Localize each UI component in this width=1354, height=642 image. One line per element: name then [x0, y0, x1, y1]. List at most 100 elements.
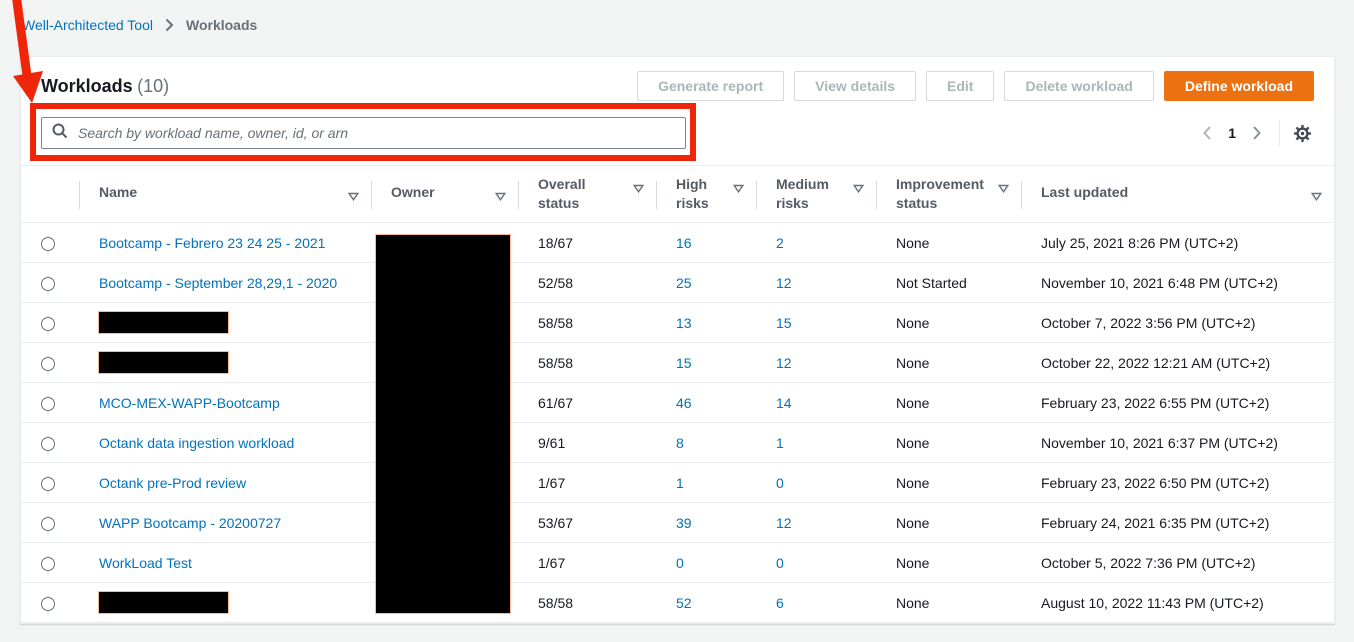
table-row[interactable]: 58/58 52 6 None August 10, 2022 11:43 PM… — [21, 582, 1334, 623]
medium-risks-link[interactable]: 0 — [776, 554, 784, 571]
medium-risks-link[interactable]: 6 — [776, 594, 784, 611]
high-risks-link[interactable]: 15 — [676, 354, 692, 371]
high-risks-link[interactable]: 16 — [676, 234, 692, 251]
column-header-high-risks[interactable]: High risks — [656, 165, 756, 223]
high-risks-link[interactable]: 0 — [676, 554, 684, 571]
breadcrumb-link-well-architected-tool[interactable]: Well-Architected Tool — [22, 17, 153, 33]
column-header-medium-risks[interactable]: Medium risks — [756, 165, 876, 223]
high-risks-link[interactable]: 1 — [676, 474, 684, 491]
column-header-name[interactable]: Name — [79, 165, 371, 223]
table-row[interactable]: WorkLoad Test 1/67 0 0 None October 5, 2… — [21, 542, 1334, 583]
improvement-status-cell: None — [876, 382, 1021, 423]
workload-name-cell: Bootcamp - Febrero 23 24 25 - 2021 — [79, 222, 371, 263]
overall-status-cell: 1/67 — [518, 462, 656, 503]
row-radio-button[interactable] — [41, 396, 55, 411]
improvement-status-cell: None — [876, 222, 1021, 263]
edit-button[interactable]: Edit — [926, 71, 995, 101]
row-radio-button[interactable] — [41, 556, 55, 571]
previous-page-button[interactable] — [1195, 121, 1219, 145]
row-radio-button[interactable] — [41, 476, 55, 491]
workload-name-link[interactable]: Octank pre-Prod review — [99, 474, 247, 491]
sort-icon[interactable] — [852, 179, 865, 198]
medium-risks-link[interactable]: 12 — [776, 354, 792, 371]
breadcrumb-current-workloads: Workloads — [185, 17, 258, 33]
high-risks-link[interactable]: 52 — [676, 594, 692, 611]
sort-icon[interactable] — [997, 179, 1010, 198]
table-row[interactable]: 58/58 13 15 None October 7, 2022 3:56 PM… — [21, 302, 1334, 343]
workload-name-link[interactable]: MCO-MEX-WAPP-Bootcamp — [99, 394, 280, 411]
define-workload-button[interactable]: Define workload — [1163, 71, 1314, 101]
workloads-table-body: Bootcamp - Febrero 23 24 25 - 2021 18/67… — [21, 222, 1334, 623]
workload-name-cell: WAPP Bootcamp - 20200727 — [79, 502, 371, 543]
chevron-left-icon — [1203, 126, 1211, 140]
workload-count: (10) — [137, 75, 170, 96]
sort-icon[interactable] — [632, 179, 645, 198]
table-row[interactable]: Bootcamp - September 28,29,1 - 2020 52/5… — [21, 262, 1334, 303]
sort-icon[interactable] — [1310, 187, 1323, 206]
table-header-row: Name Owner Overall status High risks Med… — [21, 165, 1334, 223]
table-row[interactable]: Octank data ingestion workload 9/61 8 1 … — [21, 422, 1334, 463]
table-row[interactable]: WAPP Bootcamp - 20200727 53/67 39 12 Non… — [21, 502, 1334, 543]
table-row[interactable]: 58/58 15 12 None October 22, 2022 12:21 … — [21, 342, 1334, 383]
redacted-workload-name — [99, 592, 228, 613]
last-updated-cell: October 5, 2022 7:36 PM (UTC+2) — [1021, 542, 1334, 583]
table-row[interactable]: Bootcamp - Febrero 23 24 25 - 2021 18/67… — [21, 222, 1334, 263]
high-risks-link[interactable]: 39 — [676, 514, 692, 531]
high-risks-link[interactable]: 13 — [676, 314, 692, 331]
high-risks-link[interactable]: 46 — [676, 394, 692, 411]
overall-status-cell: 52/58 — [518, 262, 656, 303]
row-radio-button[interactable] — [41, 316, 55, 331]
workload-name-link[interactable]: Bootcamp - Febrero 23 24 25 - 2021 — [99, 234, 326, 251]
medium-risks-link[interactable]: 14 — [776, 394, 792, 411]
column-header-improvement-status[interactable]: Improvement status — [876, 165, 1021, 223]
workload-name-link[interactable]: Octank data ingestion workload — [99, 434, 295, 451]
sort-icon[interactable] — [494, 187, 507, 206]
column-header-last-updated[interactable]: Last updated — [1021, 165, 1334, 223]
row-radio-button[interactable] — [41, 356, 55, 371]
row-radio-button[interactable] — [41, 236, 55, 251]
workload-name-cell — [79, 342, 371, 383]
last-updated-cell: November 10, 2021 6:37 PM (UTC+2) — [1021, 422, 1334, 463]
next-page-button[interactable] — [1245, 121, 1269, 145]
last-updated-cell: October 7, 2022 3:56 PM (UTC+2) — [1021, 302, 1334, 343]
improvement-status-cell: None — [876, 462, 1021, 503]
workload-name-cell: Bootcamp - September 28,29,1 - 2020 — [79, 262, 371, 303]
current-page-number[interactable]: 1 — [1228, 125, 1236, 141]
delete-workload-button[interactable]: Delete workload — [1004, 71, 1154, 101]
medium-risks-link[interactable]: 2 — [776, 234, 784, 251]
medium-risks-link[interactable]: 1 — [776, 434, 784, 451]
overall-status-cell: 9/61 — [518, 422, 656, 463]
table-row[interactable]: MCO-MEX-WAPP-Bootcamp 61/67 46 14 None F… — [21, 382, 1334, 423]
workload-name-link[interactable]: Bootcamp - September 28,29,1 - 2020 — [99, 274, 338, 291]
view-details-button[interactable]: View details — [794, 71, 917, 101]
row-radio-button[interactable] — [41, 276, 55, 291]
column-header-owner[interactable]: Owner — [371, 165, 518, 223]
medium-risks-link[interactable]: 15 — [776, 314, 792, 331]
workload-name-cell: Octank data ingestion workload — [79, 422, 371, 463]
generate-report-button[interactable]: Generate report — [637, 71, 785, 101]
overall-status-cell: 1/67 — [518, 542, 656, 583]
overall-status-cell: 53/67 — [518, 502, 656, 543]
overall-status-cell: 58/58 — [518, 302, 656, 343]
chevron-right-icon — [1253, 126, 1261, 140]
row-radio-button[interactable] — [41, 436, 55, 451]
search-input[interactable] — [76, 124, 675, 142]
sort-icon[interactable] — [347, 187, 360, 206]
overall-status-cell: 61/67 — [518, 382, 656, 423]
medium-risks-link[interactable]: 12 — [776, 274, 792, 291]
workload-name-link[interactable]: WorkLoad Test — [99, 554, 192, 571]
table-settings-button[interactable] — [1290, 121, 1314, 145]
medium-risks-link[interactable]: 12 — [776, 514, 792, 531]
high-risks-link[interactable]: 8 — [676, 434, 684, 451]
medium-risks-link[interactable]: 0 — [776, 474, 784, 491]
high-risks-link[interactable]: 25 — [676, 274, 692, 291]
search-box[interactable] — [41, 117, 686, 149]
row-radio-button[interactable] — [41, 596, 55, 611]
overall-status-cell: 18/67 — [518, 222, 656, 263]
workloads-table: Name Owner Overall status High risks Med… — [21, 165, 1334, 623]
sort-icon[interactable] — [732, 179, 745, 198]
workload-name-link[interactable]: WAPP Bootcamp - 20200727 — [99, 514, 282, 531]
table-row[interactable]: Octank pre-Prod review 1/67 1 0 None Feb… — [21, 462, 1334, 503]
column-header-overall-status[interactable]: Overall status — [518, 165, 656, 223]
row-radio-button[interactable] — [41, 516, 55, 531]
